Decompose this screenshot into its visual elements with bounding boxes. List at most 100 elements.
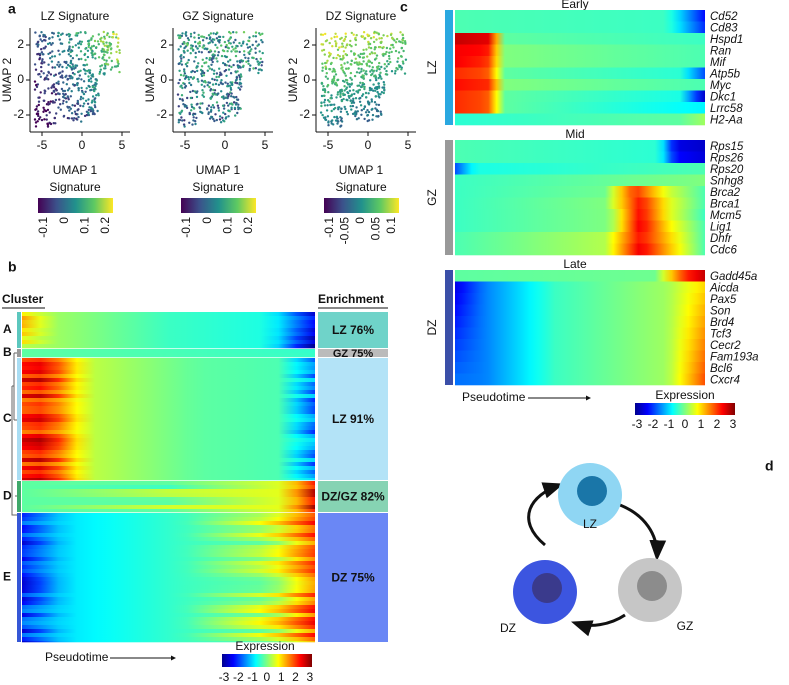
umap-point xyxy=(323,101,326,104)
umap-point xyxy=(53,55,57,58)
umap-point xyxy=(366,55,369,58)
umap-point xyxy=(43,34,46,37)
umap-point xyxy=(214,43,217,47)
umap-point xyxy=(325,72,328,75)
umap-point xyxy=(70,49,73,52)
heatmap-row xyxy=(22,569,315,574)
umap-point xyxy=(65,83,69,86)
umap-point xyxy=(208,41,212,44)
umap-point xyxy=(179,45,182,48)
umap-point xyxy=(194,45,198,48)
umap-point xyxy=(39,91,42,94)
umap-point xyxy=(80,112,83,116)
umap-point xyxy=(362,76,365,80)
umap-point xyxy=(398,40,401,43)
umap-point xyxy=(89,110,93,113)
umap-point xyxy=(34,108,37,112)
heatmap-row xyxy=(455,79,705,91)
umap-point xyxy=(339,116,342,119)
umap-point xyxy=(224,45,227,49)
umap-point xyxy=(335,115,339,119)
umap-point xyxy=(257,43,260,46)
heatmap-row xyxy=(22,316,315,321)
umap-point xyxy=(84,58,87,62)
umap-point xyxy=(225,74,228,78)
umap-point xyxy=(374,95,377,98)
umap-point xyxy=(49,73,53,76)
umap-point xyxy=(322,85,325,88)
umap-point xyxy=(326,59,329,62)
stage-label: Mid xyxy=(565,127,584,141)
umap-point xyxy=(92,109,95,112)
umap-point xyxy=(109,44,112,47)
umap-point xyxy=(324,40,328,43)
umap-point xyxy=(91,99,94,102)
umap-point xyxy=(48,41,52,45)
heatmap-row xyxy=(22,358,315,363)
heatmap-row xyxy=(22,605,315,610)
umap-point xyxy=(385,69,388,73)
umap-point xyxy=(68,109,71,112)
umap-point xyxy=(211,77,214,81)
umap-point xyxy=(187,58,190,62)
umap-point xyxy=(228,37,231,41)
umap-point xyxy=(69,59,73,62)
gene-label: Atp5b xyxy=(709,68,741,80)
umap-point xyxy=(259,57,262,60)
umap-point xyxy=(349,62,352,66)
umap-point xyxy=(76,82,79,85)
umap-point xyxy=(323,104,327,107)
heatmap-row xyxy=(455,102,705,114)
umap-point xyxy=(387,62,390,66)
umap-point xyxy=(230,102,233,105)
umap-point xyxy=(77,115,80,119)
umap-point xyxy=(102,30,106,34)
umap-point xyxy=(93,83,96,87)
umap-point xyxy=(34,125,38,128)
umap-point xyxy=(212,72,216,76)
umap-point xyxy=(369,70,372,73)
umap-point xyxy=(45,114,48,117)
gene-label: Dhfr xyxy=(710,233,733,245)
umap-point xyxy=(226,46,229,49)
umap-point xyxy=(91,95,95,98)
heatmap-row xyxy=(22,617,315,622)
umap-point xyxy=(200,111,203,114)
x-tick-label: 0 xyxy=(222,138,229,152)
umap-point xyxy=(82,92,86,96)
umap-point xyxy=(70,67,74,70)
umap-point xyxy=(226,50,229,53)
heatmap-row xyxy=(22,573,315,578)
umap-point xyxy=(79,43,83,46)
heatmap-row xyxy=(455,316,705,328)
umap-point xyxy=(331,45,334,48)
heatmap-row xyxy=(22,597,315,602)
heatmap-row xyxy=(22,609,315,614)
umap-point xyxy=(33,118,37,121)
heatmap-row xyxy=(22,312,315,317)
umap-point xyxy=(72,65,75,68)
gene-label: Rps20 xyxy=(710,164,744,176)
gene-label: Bcl6 xyxy=(710,363,733,375)
umap-point xyxy=(371,113,375,117)
umap-point xyxy=(354,57,357,60)
umap-point xyxy=(335,56,338,60)
umap-point xyxy=(359,104,363,107)
umap-point xyxy=(65,100,68,104)
heatmap-row xyxy=(22,501,315,506)
umap-point xyxy=(71,104,74,107)
umap-point xyxy=(235,31,238,34)
umap-point xyxy=(97,43,101,46)
umap-point xyxy=(36,45,39,48)
umap-point xyxy=(234,71,238,74)
umap-point xyxy=(339,95,342,99)
umap-point xyxy=(349,39,352,43)
umap-point xyxy=(74,44,78,47)
umap-point xyxy=(178,78,181,82)
umap-point xyxy=(389,33,393,37)
umap-point xyxy=(61,76,64,79)
umap-point xyxy=(377,103,381,107)
umap-point xyxy=(79,98,82,101)
umap-point xyxy=(86,69,89,73)
umap-point xyxy=(92,112,96,115)
